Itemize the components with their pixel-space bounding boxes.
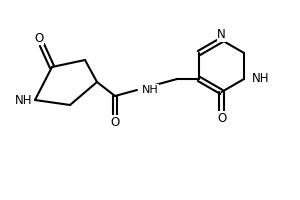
Text: O: O xyxy=(110,116,120,129)
Text: O: O xyxy=(217,112,226,124)
Text: NH: NH xyxy=(14,94,32,106)
Text: N: N xyxy=(217,28,226,42)
Text: NH: NH xyxy=(252,72,269,86)
Text: NH: NH xyxy=(142,85,159,95)
Text: O: O xyxy=(34,31,43,45)
